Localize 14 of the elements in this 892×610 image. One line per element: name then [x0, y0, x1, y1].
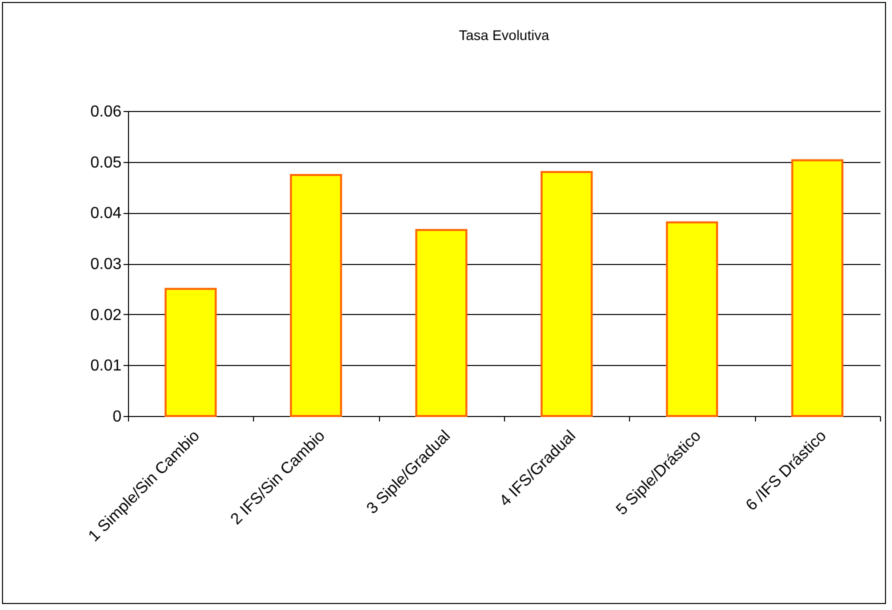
- bar: [164, 288, 217, 417]
- y-tick-label: 0.06: [90, 104, 122, 120]
- bar: [666, 221, 718, 417]
- y-tick-label: 0: [112, 408, 122, 426]
- chart-title: Tasa Evolutiva: [458, 27, 550, 43]
- bar: [290, 174, 342, 417]
- y-tick-label: 0.03: [90, 256, 122, 273]
- y-tick-label: 0.01: [90, 358, 122, 375]
- y-tick-label: 0.04: [90, 205, 122, 222]
- y-tick-label: 0.02: [90, 306, 122, 324]
- bar: [791, 159, 844, 417]
- bar: [415, 228, 468, 417]
- bar: [540, 171, 593, 417]
- y-tick-label: 0.05: [90, 154, 122, 172]
